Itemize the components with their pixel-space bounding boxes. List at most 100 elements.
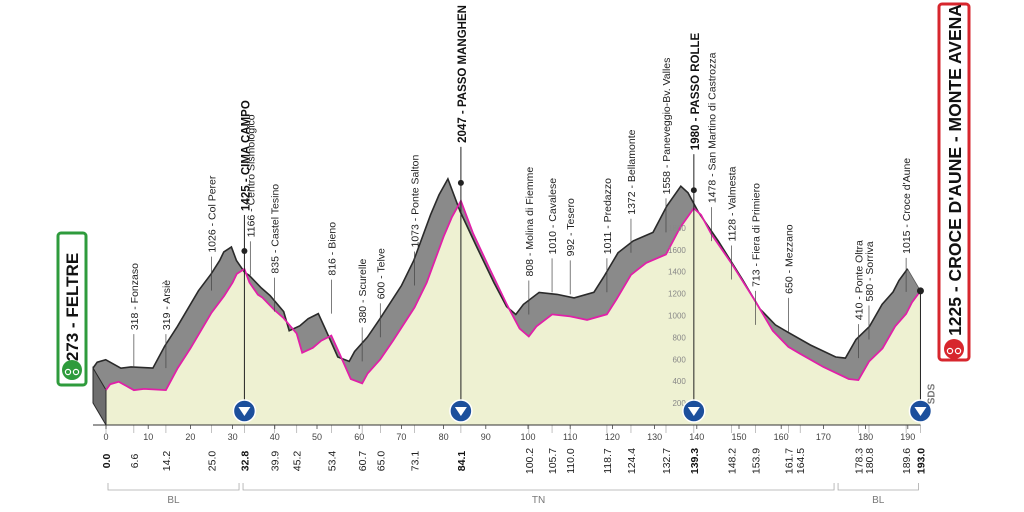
summit-label: 2047 - PASSO MANGHEN <box>457 5 469 143</box>
place-label: 1015 - Croce d'Aune <box>901 158 913 254</box>
km-label: 110.0 <box>565 448 577 474</box>
x-tick-label: 60 <box>354 432 364 442</box>
km-label: 45.2 <box>292 451 304 472</box>
y-tick-label: 1000 <box>668 312 686 321</box>
place-label: 1073 - Ponte Salton <box>409 155 421 248</box>
place-label: 380 - Scurelle <box>357 258 369 323</box>
x-tick-label: 120 <box>605 432 620 442</box>
km-label: 178.3 <box>853 448 865 474</box>
x-tick-label: 40 <box>270 432 280 442</box>
x-tick-label: 170 <box>816 432 831 442</box>
km-label: 53.4 <box>326 451 338 472</box>
km-label: 164.5 <box>795 448 807 474</box>
region-bracket <box>837 483 919 491</box>
km-label: 25.0 <box>207 451 219 472</box>
gpm-triangle-icon <box>687 407 700 416</box>
x-tick-label: 80 <box>439 432 449 442</box>
km-label: 84.1 <box>456 451 468 472</box>
km-label: 39.9 <box>269 451 281 472</box>
bike-wheel-icon <box>72 368 80 376</box>
km-label: 60.7 <box>357 451 369 472</box>
km-label: 105.7 <box>547 448 559 474</box>
gpm-triangle-icon <box>238 407 251 416</box>
x-tick-label: 30 <box>228 432 238 442</box>
place-label: 1128 - Valmesta <box>726 166 738 241</box>
summit-dot <box>241 247 248 254</box>
place-label: 600 - Telve <box>375 248 387 299</box>
region-bracket <box>107 483 240 491</box>
x-tick-label: 110 <box>563 432 577 442</box>
place-label: 713 - Fiera di Primiero <box>750 183 762 287</box>
km-label: 118.7 <box>602 448 614 474</box>
place-label: 1372 - Bellamonte <box>626 129 638 214</box>
km-label: 189.6 <box>901 448 913 474</box>
route-line <box>105 198 922 392</box>
y-tick-label: 1200 <box>668 290 686 299</box>
y-tick-label: 1800 <box>668 224 686 233</box>
summit-label: 1980 - PASSO ROLLE <box>690 32 702 150</box>
bike-wheel-icon <box>954 347 962 355</box>
start-label: 273 - FELTRE <box>63 253 82 361</box>
km-label: 132.7 <box>661 448 673 474</box>
region-label: BL <box>167 495 180 506</box>
km-label: 180.8 <box>864 448 876 474</box>
x-tick-label: 0 <box>103 432 108 442</box>
place-label: 1478 - San Martino di Castrozza <box>707 52 719 203</box>
finish-box: 1225 - CROCE D'AUNE - MONTE AVENA <box>937 2 971 362</box>
gpm-triangle-icon <box>914 407 927 416</box>
y-tick-label: 400 <box>672 377 686 386</box>
finish-label: 1225 - CROCE D'AUNE - MONTE AVENA <box>945 4 965 336</box>
x-tick-label: 190 <box>900 432 915 442</box>
place-label: 816 - Bieno <box>326 222 338 276</box>
place-label: 808 - Molina di Fiemme <box>524 167 536 277</box>
x-tick-label: 50 <box>312 432 322 442</box>
place-label: 1166 - Centro Sismologico <box>245 114 257 237</box>
profile-area <box>106 200 921 425</box>
finish-box-frame <box>937 2 971 362</box>
summit-dot <box>690 187 697 194</box>
km-label: 161.7 <box>783 448 795 474</box>
y-tick-label: 200 <box>672 399 686 408</box>
summit-dot <box>457 179 464 186</box>
km-label: 73.1 <box>409 451 421 472</box>
x-tick-label: 180 <box>858 432 873 442</box>
gpm-triangle-icon <box>454 407 467 416</box>
place-label: 1011 - Predazzo <box>602 178 614 254</box>
km-label: 0.0 <box>101 454 113 469</box>
y-tick-label: 1600 <box>668 246 686 255</box>
sds-label: SDS <box>926 383 937 404</box>
km-label: 6.6 <box>129 454 141 469</box>
profile-start-wall <box>92 366 107 427</box>
x-tick-label: 150 <box>731 432 746 442</box>
place-label: 650 - Mezzano <box>783 224 795 294</box>
place-label: 319 - Arsiè <box>161 280 173 330</box>
x-tick-label: 20 <box>185 432 195 442</box>
km-label: 65.0 <box>375 451 387 472</box>
region-bracket <box>242 483 835 491</box>
finish-dot <box>916 287 924 295</box>
region-label: BL <box>872 495 885 506</box>
x-tick-label: 10 <box>143 432 153 442</box>
x-tick-label: 90 <box>481 432 491 442</box>
place-label: 1010 - Cavalese <box>547 178 559 255</box>
x-tick-label: 160 <box>774 432 789 442</box>
y-tick-label: 800 <box>672 333 686 342</box>
place-label: 580 - Sorriva <box>864 241 876 301</box>
km-label: 148.2 <box>726 448 738 474</box>
start-bike-icon <box>62 360 82 380</box>
km-label: 193.0 <box>915 448 927 474</box>
km-label: 124.4 <box>626 448 638 474</box>
summit-label: 1425 - CIMA CAMPO <box>240 100 252 211</box>
km-label: 14.2 <box>161 451 173 472</box>
place-label: 1026 - Col Perer <box>207 175 219 253</box>
place-label: 318 - Fonzaso <box>129 263 141 330</box>
bike-wheel-icon <box>64 368 72 376</box>
start-box-frame <box>56 231 88 387</box>
y-tick-label: 1400 <box>668 268 686 277</box>
place-label: 992 - Tesero <box>565 198 577 256</box>
km-label: 32.8 <box>239 451 251 472</box>
x-tick-label: 70 <box>396 432 406 442</box>
start-box: 273 - FELTRE <box>56 231 88 387</box>
x-tick-label: 100 <box>520 432 535 442</box>
